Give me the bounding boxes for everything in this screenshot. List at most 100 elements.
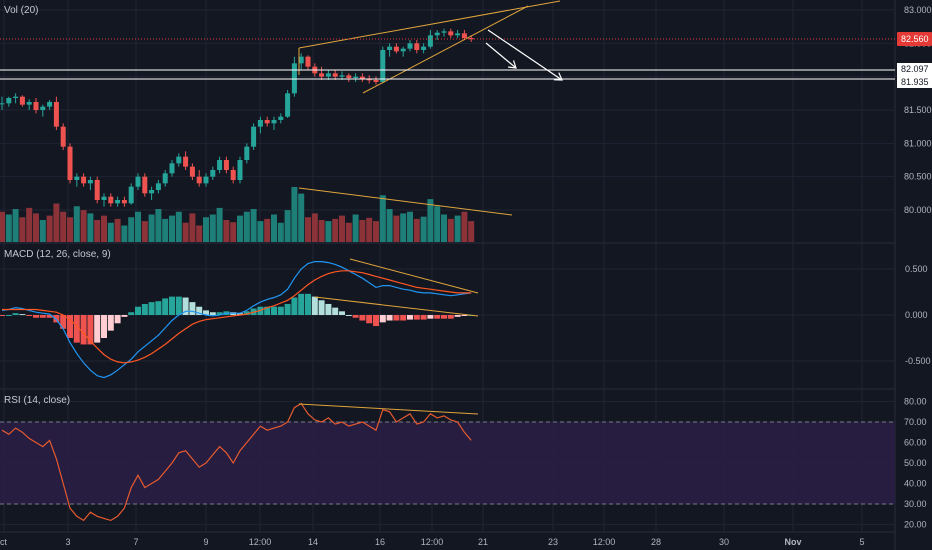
macd-histogram-bar	[135, 306, 141, 315]
volume-bar	[243, 211, 250, 242]
price-tick-label: 81.500	[904, 105, 932, 115]
time-tick-label: 28	[651, 537, 661, 547]
candle-body	[26, 102, 32, 105]
candle-body	[441, 31, 447, 33]
price-tick-label: 80.000	[904, 205, 932, 215]
time-tick-label: 30	[719, 537, 729, 547]
volume-bar	[284, 210, 291, 242]
candle-body	[455, 33, 461, 36]
short-arrow	[485, 42, 517, 69]
volume-bar	[26, 207, 33, 242]
candle-body	[353, 76, 359, 78]
axes: 83.00082.50082.00081.50081.00080.50080.0…	[0, 5, 932, 547]
volume-bar	[39, 220, 46, 242]
rsi-pane-title: RSI (14, close)	[4, 395, 71, 406]
candle-body	[74, 176, 80, 180]
time-tick-label: 23	[548, 537, 558, 547]
macd-histogram-bar	[386, 315, 393, 321]
candle-body	[162, 173, 168, 184]
macd-histogram-bar	[182, 297, 189, 315]
candle-body	[291, 63, 297, 94]
macd-pane-title: MACD (12, 26, close, 9)	[4, 249, 111, 260]
macd-histogram-bar	[400, 315, 407, 321]
macd-histogram-bar	[461, 315, 468, 316]
candle-body	[461, 33, 467, 38]
time-tick-label: 16	[375, 537, 385, 547]
candle-body	[366, 79, 372, 81]
candle-body	[380, 50, 386, 82]
time-tick-label: Nov	[784, 537, 801, 547]
candle-body	[414, 43, 420, 50]
macd-histogram-bar	[12, 313, 19, 315]
candle-body	[81, 176, 87, 184]
rsi-band	[0, 422, 895, 504]
volume-bar	[135, 211, 141, 242]
candle-body	[169, 163, 175, 174]
volume-bar	[148, 214, 155, 242]
macd-histogram-bar	[162, 298, 169, 315]
candle-body	[244, 146, 250, 160]
time-tick-label: 5	[859, 537, 864, 547]
candle-body	[135, 176, 141, 187]
volume-bar	[230, 222, 237, 242]
candle-body	[210, 170, 216, 177]
volume-bar	[257, 221, 264, 242]
volume-bar	[33, 213, 39, 242]
candle-body	[87, 180, 93, 184]
macd-histogram-bar	[271, 306, 277, 315]
candle-body	[257, 120, 263, 127]
candle-body	[298, 56, 304, 64]
drawings	[0, 0, 895, 415]
time-tick-label: 21	[478, 537, 488, 547]
rsi-tick-label: 60.00	[904, 438, 927, 448]
level-tag-1	[897, 63, 932, 76]
volume-bar	[441, 214, 447, 242]
long-arrow-head	[553, 72, 563, 81]
macd-line	[1, 261, 472, 379]
candle-body	[325, 73, 331, 77]
macd-histogram-bar	[277, 306, 284, 315]
candle-body	[251, 126, 257, 147]
macd-tick-label: 0.500	[905, 264, 928, 274]
volume-bar	[223, 220, 230, 242]
macd-histogram-bar	[305, 293, 311, 315]
candle-body	[128, 186, 134, 204]
volume-bar	[305, 217, 311, 242]
macd-tick-label: 0.000	[905, 310, 928, 320]
volume-bar	[203, 217, 209, 242]
volume-trendline	[298, 187, 513, 216]
current-price-tag	[897, 32, 932, 46]
macd-histogram-bar	[318, 300, 325, 315]
rsi-tick-label: 70.00	[904, 417, 927, 427]
volume-bar	[345, 222, 352, 242]
macd-histogram-bar	[216, 312, 223, 315]
rsi-line	[1, 402, 472, 522]
volume-bar	[373, 221, 379, 242]
volume-bar	[454, 215, 461, 242]
rsi-tick-label: 80.00	[904, 397, 927, 407]
macd-histogram-bar	[332, 307, 339, 315]
macd-histogram-bar	[19, 314, 26, 316]
candle-body	[332, 73, 338, 77]
volume-bar	[60, 211, 67, 242]
candle-body	[121, 200, 127, 204]
macd-histogram-bar	[203, 310, 209, 315]
candle-body	[217, 160, 223, 170]
macd-histogram-bar	[447, 315, 454, 319]
candle-body	[13, 96, 19, 98]
volume-bar	[400, 213, 407, 242]
candle-body	[285, 93, 291, 117]
volume-bar	[5, 214, 12, 242]
macd-histogram-bar	[298, 293, 305, 315]
volume-bar	[53, 203, 60, 242]
macd-trendline	[349, 258, 479, 294]
time-tick-label: 14	[308, 537, 318, 547]
volume-bar	[19, 217, 26, 242]
macd-histogram-bar	[379, 315, 386, 323]
candle-body	[278, 116, 284, 120]
candle-body	[271, 120, 277, 124]
macd-histogram-bar	[80, 315, 87, 345]
macd-histogram-bar	[311, 296, 318, 315]
candle-body	[407, 43, 413, 49]
